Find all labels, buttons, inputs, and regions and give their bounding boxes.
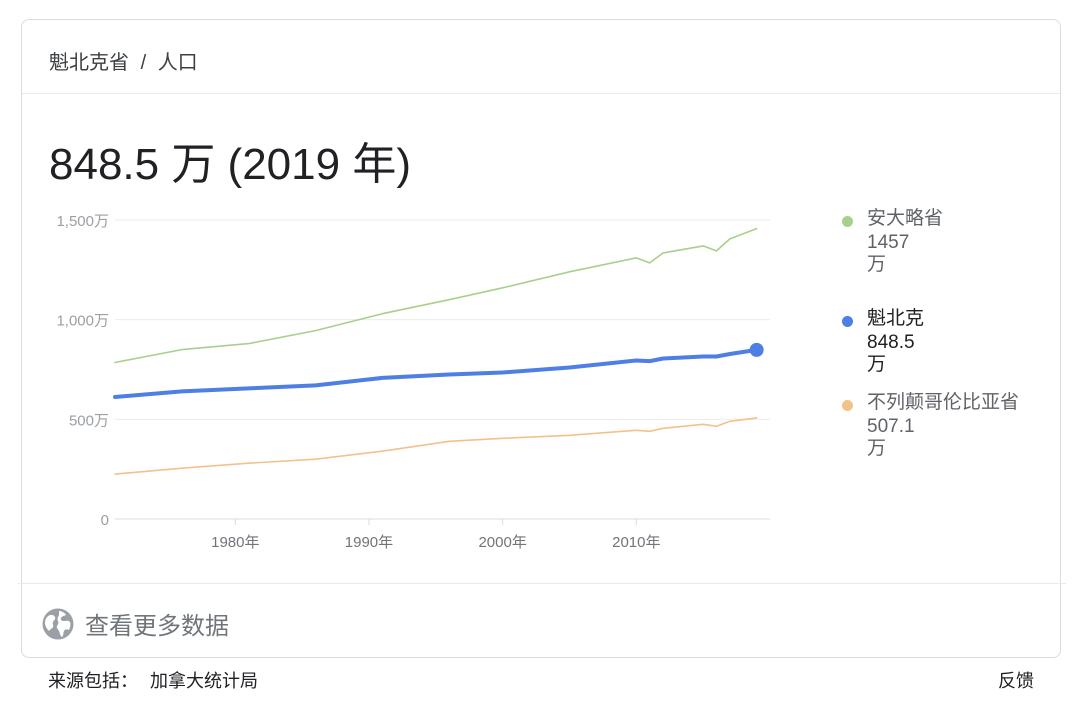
header-divider bbox=[22, 93, 1060, 94]
breadcrumb-topic: 人口 bbox=[157, 52, 198, 74]
x-tick-label: 1980年 bbox=[211, 534, 259, 551]
legend-name: 魁北克 bbox=[867, 308, 925, 329]
breadcrumb-separator: / bbox=[140, 52, 147, 74]
legend-dot bbox=[842, 400, 853, 411]
y-tick-label: 500万 bbox=[69, 412, 109, 429]
x-tick-label: 1990年 bbox=[345, 534, 393, 551]
y-tick-label: 1,000万 bbox=[56, 313, 109, 330]
y-tick-label: 1,500万 bbox=[56, 213, 109, 230]
legend-value: 848.5 万 bbox=[867, 332, 915, 375]
series-line bbox=[114, 227, 758, 364]
more-data-label: 查看更多数据 bbox=[85, 613, 229, 640]
more-data-link[interactable]: 查看更多数据 bbox=[41, 606, 229, 641]
legend-name: 不列颠哥伦比亚省 bbox=[867, 392, 1020, 413]
bottom-divider bbox=[18, 583, 1066, 584]
population-card: 魁北克省 / 人口 848.5 万 (2019 年) 0 500万 1,000万 1,… bbox=[18, 19, 1066, 658]
y-tick-label: 0 bbox=[101, 512, 109, 529]
series-endpoint bbox=[749, 342, 764, 357]
population-chart[interactable]: 0 500万 1,000万 1,500万 1980年 1990年 2000年 2010年 bbox=[22, 20, 1062, 580]
x-tick-label: 2000年 bbox=[478, 534, 526, 551]
legend-value: 507.1 万 bbox=[867, 416, 915, 459]
x-tick-label: 2010年 bbox=[612, 534, 660, 551]
footer-source: 来源包括： 加拿大统计局 bbox=[48, 667, 258, 693]
legend-value: 1457 万 bbox=[867, 232, 910, 275]
breadcrumb: 魁北克省 / 人口 bbox=[49, 46, 198, 75]
legend-name: 安大略省 bbox=[867, 208, 944, 229]
globe-icon bbox=[42, 608, 74, 639]
series-line bbox=[113, 347, 759, 399]
feedback-link[interactable]: 反馈 bbox=[998, 671, 1034, 691]
legend-dot bbox=[842, 316, 853, 327]
source-name[interactable]: 加拿大统计局 bbox=[150, 671, 258, 691]
breadcrumb-region[interactable]: 魁北克省 bbox=[49, 52, 129, 74]
source-prefix: 来源包括： bbox=[48, 671, 138, 691]
series-line bbox=[114, 417, 758, 475]
legend-dot bbox=[842, 216, 853, 227]
population-headline: 848.5 万 (2019 年) bbox=[49, 140, 411, 189]
